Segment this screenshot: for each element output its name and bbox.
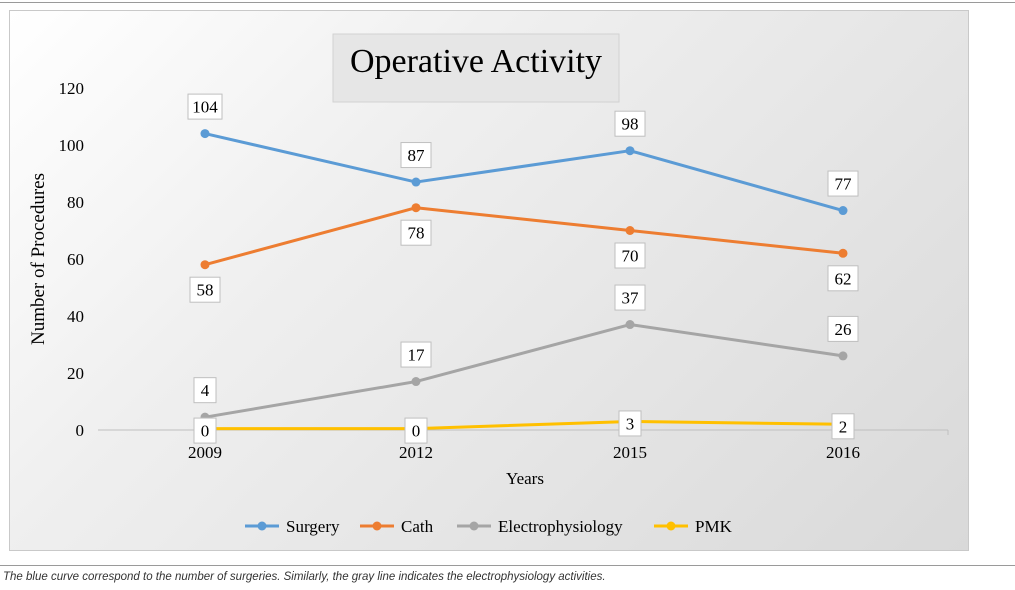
data-point-cath — [625, 226, 635, 235]
data-label-text: 2 — [839, 417, 848, 436]
y-tick-label: 60 — [67, 250, 84, 269]
data-label-cath: 70 — [614, 242, 646, 269]
data-label-text: 70 — [622, 247, 639, 266]
data-label-box — [193, 417, 217, 444]
legend-item-cath: Cath — [360, 517, 434, 536]
series-line-pmk — [205, 419, 844, 431]
data-label-electrophysiology: 37 — [614, 284, 646, 311]
chart-title: Operative Activity — [350, 43, 602, 80]
data-label-electrophysiology: 26 — [827, 315, 859, 342]
data-label-pmk: 0 — [193, 417, 217, 444]
data-label-box — [404, 417, 428, 444]
data-label-box — [827, 170, 859, 197]
legend-swatch-marker — [372, 521, 382, 531]
bottom-rule — [0, 565, 1015, 566]
data-label-box — [400, 341, 432, 368]
chart-title-box: Operative Activity — [332, 33, 620, 103]
data-point-electrophysiology — [838, 351, 848, 361]
data-point-surgery — [625, 146, 635, 156]
data-label-text: 0 — [201, 422, 210, 441]
legend: Surgery Cath Electrophysiology PMK — [245, 517, 733, 536]
data-label-box — [827, 265, 859, 292]
y-tick-label: 80 — [67, 193, 84, 212]
data-label-pmk: 3 — [618, 410, 642, 437]
data-point-cath — [411, 203, 421, 213]
y-tick-label: 100 — [59, 136, 85, 155]
data-label-box — [618, 410, 642, 437]
y-axis-label: Number of Procedures — [28, 173, 49, 345]
data-label-cath: 58 — [189, 276, 221, 303]
data-label-electrophysiology: 17 — [400, 341, 432, 368]
x-tick-label: 2009 — [188, 443, 222, 462]
legend-label: Cath — [401, 517, 434, 536]
data-label-text: 104 — [192, 98, 218, 117]
data-label-box — [400, 142, 432, 169]
x-axis-label: Years — [506, 469, 544, 488]
data-label-box — [193, 377, 217, 404]
legend-label: Surgery — [286, 517, 340, 536]
data-label-text: 78 — [408, 224, 425, 243]
series-electrophysiology: 4 17 37 26 — [193, 284, 859, 422]
x-tick-label: 2012 — [399, 443, 433, 462]
data-label-text: 4 — [201, 381, 210, 400]
data-label-surgery: 77 — [827, 170, 859, 197]
figure-caption: The blue curve correspond to the number … — [3, 571, 606, 583]
data-label-text: 0 — [412, 422, 421, 441]
data-point-cath — [200, 260, 210, 270]
series-line-cath — [204, 206, 844, 267]
data-label-surgery: 98 — [614, 110, 646, 137]
data-label-box — [187, 93, 223, 120]
legend-label: PMK — [695, 517, 733, 536]
y-tick-label: 20 — [67, 364, 84, 383]
data-label-box — [831, 413, 855, 440]
data-point-surgery — [411, 177, 421, 187]
data-point-surgery — [838, 206, 848, 216]
data-label-text: 77 — [835, 175, 853, 194]
top-rule — [0, 2, 1015, 3]
data-point-electrophysiology — [625, 320, 635, 330]
data-label-text: 37 — [622, 289, 640, 308]
x-tick-label: 2016 — [826, 443, 860, 462]
data-label-cath: 78 — [400, 219, 432, 246]
legend-label: Electrophysiology — [498, 517, 623, 536]
data-label-pmk: 0 — [404, 417, 428, 444]
series-line-surgery — [204, 132, 844, 212]
legend-item-surgery: Surgery — [245, 517, 340, 536]
data-point-electrophysiology — [411, 377, 421, 387]
data-label-text: 62 — [835, 269, 852, 288]
series-pmk: 0 0 3 2 — [193, 410, 855, 444]
data-label-box — [614, 242, 646, 269]
data-label-box — [614, 284, 646, 311]
data-label-text: 26 — [835, 320, 852, 339]
y-tick-label: 0 — [76, 421, 85, 440]
data-point-cath — [838, 248, 848, 258]
data-label-text: 58 — [197, 281, 214, 300]
y-tick-label: 120 — [59, 79, 85, 98]
series-surgery: 104 87 98 77 — [187, 93, 859, 216]
series-line-electrophysiology — [204, 323, 844, 419]
data-label-electrophysiology: 4 — [193, 377, 217, 404]
y-tick-label: 40 — [67, 307, 84, 326]
data-label-text: 17 — [408, 346, 426, 365]
data-label-surgery: 104 — [187, 93, 223, 120]
data-label-cath: 62 — [827, 265, 859, 292]
data-label-pmk: 2 — [831, 413, 855, 440]
data-label-box — [189, 276, 221, 303]
legend-swatch-marker — [666, 521, 676, 531]
series-cath: 58 78 70 62 — [189, 203, 859, 303]
data-label-text: 3 — [626, 414, 635, 433]
legend-swatch-marker — [469, 521, 479, 531]
data-label-box — [827, 315, 859, 342]
data-label-box — [400, 219, 432, 246]
legend-item-pmk: PMK — [654, 517, 733, 536]
data-label-box — [614, 110, 646, 137]
data-label-text: 87 — [408, 146, 426, 165]
legend-swatch-marker — [257, 521, 267, 531]
legend-item-electrophysiology: Electrophysiology — [457, 517, 623, 536]
data-point-surgery — [200, 129, 210, 139]
data-label-surgery: 87 — [400, 142, 432, 169]
x-tick-label: 2015 — [613, 443, 647, 462]
data-label-text: 98 — [622, 115, 639, 134]
